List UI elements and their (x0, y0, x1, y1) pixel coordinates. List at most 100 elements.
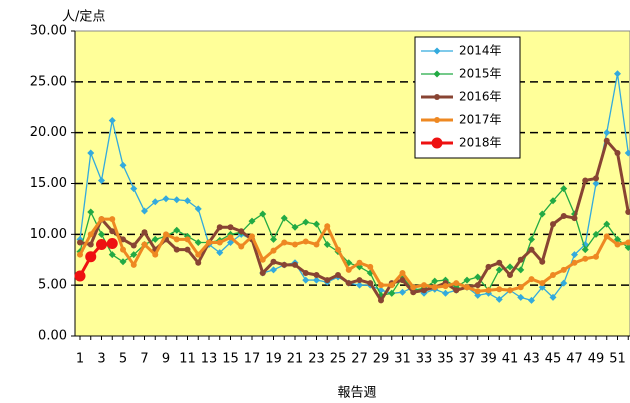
legend-marker (434, 117, 440, 123)
data-point (119, 258, 127, 266)
data-point (291, 223, 299, 231)
data-point (603, 129, 611, 137)
data-point (109, 216, 116, 223)
data-point (421, 287, 427, 294)
data-point (108, 251, 116, 259)
data-point (248, 217, 256, 225)
data-point (517, 284, 524, 291)
data-point (96, 239, 107, 250)
data-point (335, 272, 341, 278)
data-point (130, 261, 137, 268)
data-point (173, 236, 180, 243)
data-point (614, 241, 621, 248)
data-point (302, 269, 309, 276)
data-point (206, 239, 212, 246)
data-point (399, 269, 406, 276)
data-point (259, 256, 266, 263)
data-point (345, 266, 352, 273)
data-point (603, 137, 610, 144)
data-point (184, 246, 191, 253)
data-point (592, 230, 600, 238)
data-point (549, 197, 557, 205)
y-tick-label: 0.00 (38, 329, 67, 344)
data-point (614, 150, 621, 156)
x-tick-label: 25 (330, 352, 347, 367)
data-point (582, 177, 589, 184)
data-point (538, 210, 546, 218)
data-point (130, 242, 137, 249)
data-point (324, 223, 331, 230)
data-point (474, 273, 482, 281)
x-tick-label: 3 (97, 352, 105, 367)
data-point (108, 116, 116, 124)
data-point (77, 239, 83, 246)
data-point (453, 280, 460, 287)
data-point (356, 281, 363, 289)
data-point (85, 251, 97, 263)
data-point (130, 185, 138, 193)
data-point (388, 289, 396, 297)
data-point (227, 234, 234, 241)
data-point (87, 149, 95, 157)
data-point (238, 243, 245, 250)
data-point (517, 266, 525, 274)
data-point (571, 251, 578, 259)
legend-label: 2016年 (459, 90, 502, 104)
data-point (410, 289, 417, 296)
data-point (87, 231, 94, 238)
legend-marker (433, 70, 441, 78)
legend-label: 2015年 (459, 67, 502, 81)
data-point (98, 230, 105, 238)
data-point (593, 175, 599, 182)
data-point (367, 280, 374, 287)
data-point (507, 287, 513, 294)
data-point (323, 241, 331, 248)
data-point (593, 253, 599, 260)
data-point (98, 176, 105, 184)
data-point (550, 272, 556, 278)
x-tick-label: 39 (480, 352, 497, 367)
y-tick-label: 10.00 (30, 227, 67, 242)
x-tick-label: 51 (609, 352, 626, 367)
data-point (442, 289, 449, 297)
data-point (270, 247, 277, 254)
y-tick-label: 30.00 (30, 24, 67, 39)
data-point (582, 255, 589, 262)
legend-label: 2014年 (459, 44, 502, 58)
data-point (474, 282, 481, 289)
data-point (399, 288, 406, 296)
x-tick-label: 43 (523, 352, 540, 367)
data-point (292, 241, 298, 248)
x-tick-label: 7 (140, 352, 148, 367)
x-tick-label: 11 (179, 352, 196, 367)
data-point (270, 258, 277, 265)
y-tick-label: 20.00 (30, 125, 67, 140)
data-point (281, 261, 288, 268)
data-point (496, 286, 503, 293)
data-point (302, 276, 310, 284)
data-point (592, 180, 600, 187)
x-axis-label: 報告週 (337, 386, 376, 401)
data-point (151, 235, 159, 243)
data-point (603, 220, 611, 228)
data-point (539, 280, 546, 287)
data-point (313, 276, 320, 284)
data-point (130, 251, 138, 259)
legend-label: 2018年 (459, 136, 502, 150)
data-point (74, 270, 86, 282)
x-tick-label: 29 (373, 352, 390, 367)
x-tick-label: 37 (459, 352, 476, 367)
data-point (624, 149, 630, 157)
data-point (313, 241, 320, 248)
y-tick-label: 15.00 (30, 176, 67, 191)
data-point (625, 208, 630, 215)
data-point (421, 282, 427, 289)
data-point (77, 251, 83, 258)
data-point (356, 277, 363, 284)
data-point (378, 297, 384, 304)
data-point (378, 282, 384, 289)
y-axis-label: 人/定点 (62, 10, 105, 25)
data-point (119, 161, 127, 169)
data-point (528, 276, 535, 283)
data-point (442, 283, 449, 290)
